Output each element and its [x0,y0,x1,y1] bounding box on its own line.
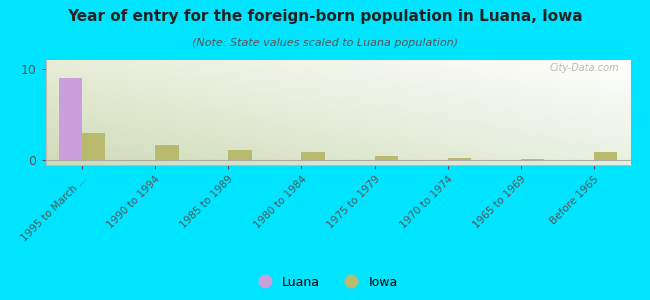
Bar [302,152,325,160]
Text: (Note: State values scaled to Luana population): (Note: State values scaled to Luana popu… [192,38,458,47]
Bar [228,150,252,161]
Bar [58,78,82,160]
Bar [594,152,618,160]
Bar [82,133,105,160]
Bar [448,158,471,160]
Text: City-Data.com: City-Data.com [549,63,619,73]
Legend: Luana, Iowa: Luana, Iowa [247,271,403,294]
Bar [521,159,544,161]
Text: Year of entry for the foreign-born population in Luana, Iowa: Year of entry for the foreign-born popul… [67,9,583,24]
Bar [155,145,179,161]
Bar [374,156,398,160]
